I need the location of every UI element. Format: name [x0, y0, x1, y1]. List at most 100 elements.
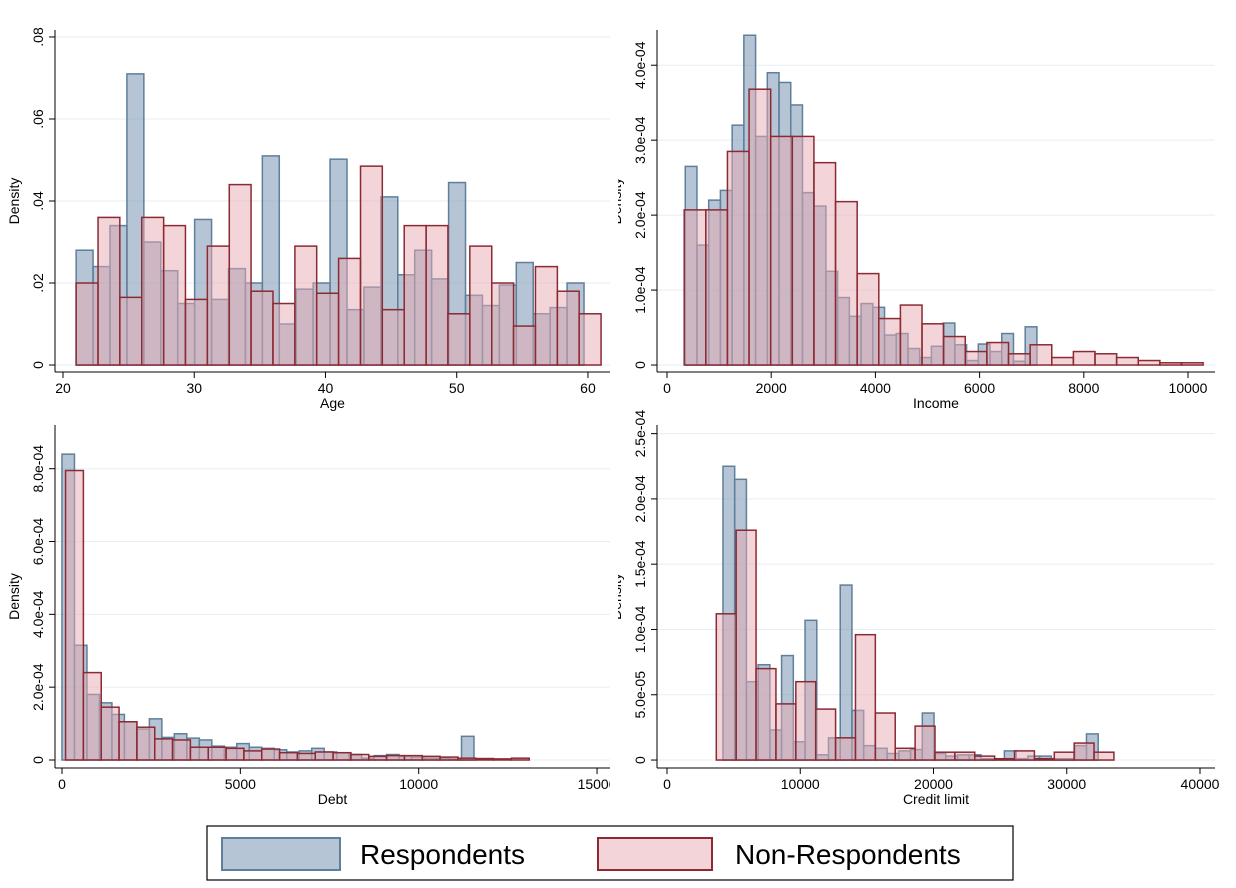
- histogram-bar: [439, 756, 459, 761]
- x-tick-label: 20000: [914, 776, 953, 792]
- histogram-bar: [119, 296, 143, 366]
- y-tick-label: .02: [30, 273, 46, 293]
- histogram-bar: [1137, 359, 1161, 366]
- x-tick-label: 0: [58, 776, 66, 792]
- histogram-bar: [1072, 350, 1096, 366]
- x-tick-label: 40: [318, 380, 334, 396]
- legend-label: Non-Respondents: [735, 839, 961, 870]
- histogram-bar: [359, 165, 384, 366]
- histogram-bar: [578, 313, 602, 366]
- histogram-bar: [1159, 362, 1183, 366]
- y-axis-label: Density: [6, 178, 22, 225]
- histogram-bar: [1093, 751, 1115, 761]
- x-tick-label: 2000: [756, 380, 787, 396]
- x-axis-label: Debt: [318, 791, 348, 807]
- x-tick-label: 20: [55, 380, 71, 396]
- y-tick-label: 4.0e-04: [632, 41, 648, 89]
- histogram-bar: [1029, 344, 1053, 366]
- y-tick-label: .08: [30, 27, 46, 47]
- histogram-bar: [1180, 362, 1204, 366]
- y-tick-label: 1.5e-04: [632, 540, 648, 588]
- x-tick-label: 10000: [781, 776, 820, 792]
- histogram-bar: [189, 746, 209, 761]
- histogram-bar: [118, 721, 138, 761]
- histogram-bar: [814, 708, 837, 761]
- histogram-bar: [171, 739, 192, 761]
- histogram-bar: [683, 209, 707, 366]
- x-tick-label: 6000: [964, 380, 995, 396]
- panel: 0 .02 .04 .06 .08 20 30 40 50 60 Age Density: [6, 27, 610, 411]
- histogram-bar: [986, 341, 1010, 366]
- y-tick-label: 0: [30, 756, 46, 764]
- x-tick-label: 0: [663, 380, 671, 396]
- histogram-bar: [854, 633, 877, 761]
- histogram-bar: [100, 706, 120, 761]
- histogram-bar: [403, 754, 424, 761]
- histogram-bar: [874, 712, 896, 761]
- y-tick-label: 5.0e-05: [632, 671, 648, 719]
- histogram-bar: [755, 667, 777, 761]
- histogram-bar: [899, 304, 923, 366]
- histogram-bar: [425, 224, 449, 366]
- x-tick-label: 10000: [1169, 380, 1208, 396]
- y-tick-label: 3.0e-04: [632, 116, 648, 164]
- x-tick-label: 8000: [1068, 380, 1099, 396]
- histogram-bar: [136, 726, 156, 761]
- histogram-bar: [942, 335, 967, 366]
- panel: 0 5.0e-05 1.0e-04 1.5e-04 2.0e-04 2.5e-04 0 100…: [608, 410, 1220, 807]
- histogram-bar: [974, 755, 996, 761]
- y-axis-label: Density: [608, 573, 624, 620]
- histogram-bar: [1115, 356, 1140, 366]
- histogram-bar: [839, 584, 853, 761]
- histogram-bar: [921, 323, 945, 366]
- histogram-bar: [225, 747, 245, 761]
- histogram-bar: [834, 737, 857, 761]
- histogram-bar: [314, 751, 334, 761]
- histogram-bar: [260, 748, 281, 761]
- x-tick-label: 4000: [860, 380, 891, 396]
- y-axis-label: Density: [6, 573, 22, 620]
- histogram-bar: [403, 224, 427, 366]
- histogram-bar: [447, 313, 471, 366]
- histogram-bar: [964, 350, 988, 366]
- histogram-bar: [296, 752, 317, 761]
- x-tick-label: 40000: [1181, 776, 1220, 792]
- histogram-bar: [834, 200, 858, 366]
- histogram-bar: [184, 298, 209, 366]
- histogram-bar: [97, 216, 121, 366]
- panel: 0 1.0e-04 2.0e-04 3.0e-04 4.0e-04 0 2000 4000 60…: [618, 30, 1215, 411]
- x-axis-label: Age: [320, 395, 345, 411]
- x-tick-label: 30000: [1047, 776, 1086, 792]
- y-tick-label: 4.0e-04: [30, 590, 46, 638]
- histogram-bar: [368, 755, 388, 761]
- y-tick-label: .06: [30, 109, 46, 129]
- histogram-bar: [1007, 353, 1031, 366]
- histogram-bar: [64, 469, 85, 761]
- y-tick-label: 1.0e-04: [632, 606, 648, 654]
- histogram-bar: [332, 751, 352, 761]
- histogram-bar: [385, 754, 406, 761]
- y-tick-label: 0: [30, 361, 46, 369]
- x-tick-label: 60: [580, 380, 596, 396]
- histogram-bar: [228, 183, 252, 366]
- y-tick-label: 2.0e-04: [632, 475, 648, 523]
- histogram-bar: [934, 751, 956, 761]
- histogram-bar: [153, 738, 174, 761]
- histogram-bar: [1094, 353, 1118, 366]
- histogram-bar: [813, 161, 837, 366]
- histogram-bar: [748, 88, 772, 366]
- histogram-bar: [421, 755, 441, 761]
- histogram-bar: [491, 282, 515, 366]
- histogram-bar: [556, 290, 580, 366]
- histogram-bar: [82, 671, 102, 761]
- x-tick-label: 5000: [225, 776, 256, 792]
- histogram-bar: [954, 751, 976, 761]
- histogram-bar: [856, 272, 880, 366]
- y-tick-label: 8.0e-04: [30, 445, 46, 493]
- histogram-bar: [469, 245, 493, 366]
- x-axis-label: Income: [913, 395, 959, 411]
- x-tick-label: 15000: [578, 776, 617, 792]
- histogram-bar: [75, 282, 99, 366]
- histogram-bar: [315, 292, 340, 366]
